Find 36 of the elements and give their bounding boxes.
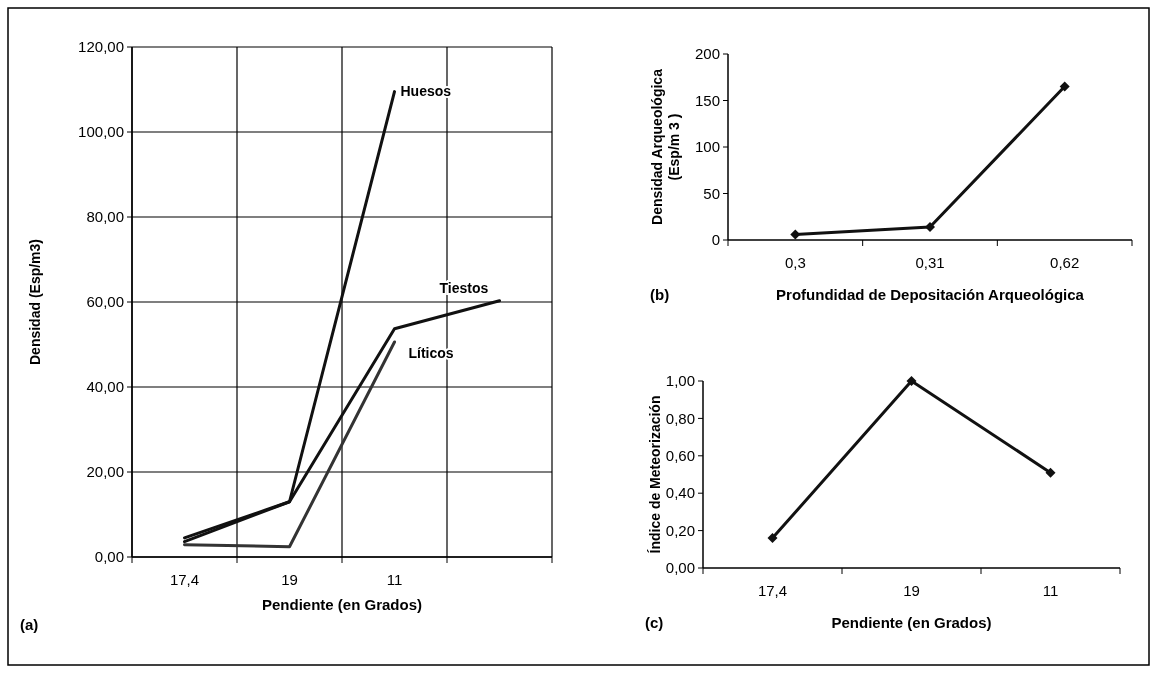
y-tick-label: 0,40 [665, 484, 695, 502]
y-tick-label: 80,00 [86, 208, 124, 226]
x-tick-label: 17,4 [757, 582, 788, 599]
text: (b) [650, 286, 670, 303]
x-tick-label: 19 [903, 582, 920, 599]
x-tick-label: 0,62 [1050, 254, 1080, 271]
x-tick-label: 0,3 [784, 254, 806, 271]
x-tick-label: 0,31 [915, 254, 945, 271]
y-tick-label: 200 [694, 45, 720, 63]
y-tick-label: 100 [694, 138, 720, 156]
y-axis-title: Índice de Meteorización [647, 395, 663, 554]
y-tick-label: 0,80 [665, 409, 695, 427]
x-tick-label: 17,4 [169, 571, 200, 588]
y-tick-label: 0 [711, 231, 720, 249]
x-axis-title: Pendiente (en Grados) [261, 596, 423, 613]
y-tick-label: 0,20 [665, 521, 695, 539]
x-tick-label: 19 [281, 571, 298, 588]
y-tick-label: 100,00 [78, 123, 124, 141]
x-axis-title: Pendiente (en Grados) [831, 614, 992, 631]
y-tick-label: 120,00 [78, 38, 124, 56]
y-tick-label: 1,00 [665, 372, 695, 390]
y-tick-label: 0,00 [665, 559, 695, 577]
x-axis-title: Profundidad de Depositación Arqueológica [776, 286, 1085, 303]
x-tick-label: 11 [1042, 582, 1059, 599]
y-tick-label: 60,00 [86, 293, 124, 311]
y-tick-label: 40,00 [86, 378, 124, 396]
y-axis-title: Densidad Arqueológica (Esp/m 3 ) [649, 68, 682, 225]
y-axis-title: Densidad (Esp/m3) [27, 238, 43, 366]
y-tick-label: 50 [703, 184, 720, 202]
text: (c) [645, 614, 664, 631]
y-tick-label: 0,60 [665, 447, 695, 465]
y-tick-label: 20,00 [86, 463, 124, 481]
x-tick-label: 11 [386, 571, 403, 588]
text: (a) [20, 616, 39, 633]
y-tick-label: 150 [694, 91, 720, 109]
y-tick-label: 0,00 [94, 548, 124, 566]
